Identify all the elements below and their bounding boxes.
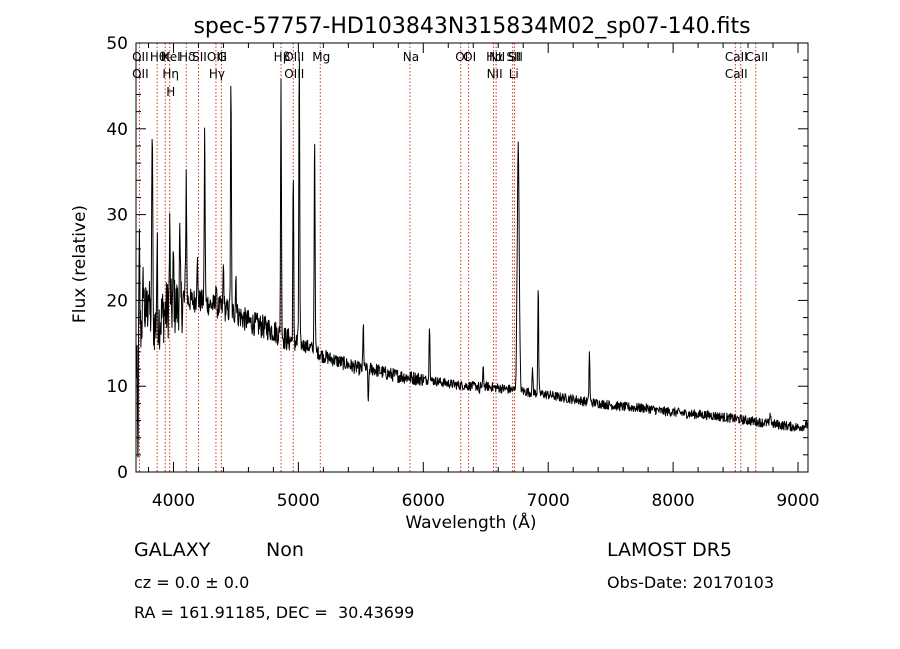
spectral-line-label: Na <box>403 50 419 64</box>
spectral-line-label: G <box>218 50 227 64</box>
spectral-line-label: Hα <box>486 50 503 64</box>
plot-frame <box>135 42 809 473</box>
observation-date: Obs-Date: 20170103 <box>607 573 775 592</box>
spectral-line-label: Hδ <box>179 50 195 64</box>
spectral-line-label: Hθ <box>150 50 166 64</box>
survey-name: LAMOST DR5 <box>607 539 732 561</box>
axis-tick-labels: 4000 5000 6000 7000 8000 9000 0 10 20 30 40 50 <box>106 34 819 511</box>
chart-title: spec-57757-HD103843N315834M02_sp07-140.f… <box>193 14 750 39</box>
y-tick-label: 10 <box>106 377 128 397</box>
spectral-line-label: OII <box>132 50 149 64</box>
spectral-line-label: NII <box>489 50 505 64</box>
x-tick-label: 4000 <box>152 491 195 511</box>
x-tick-label: 9000 <box>776 491 819 511</box>
spectral-line-label: CaII <box>725 67 748 81</box>
sky-coordinates: RA = 161.91185, DEC = 30.43699 <box>134 603 415 622</box>
spectral-line-label: SII <box>508 50 523 64</box>
spectral-line-label: Hβ <box>274 50 291 64</box>
x-tick-label: 6000 <box>402 491 445 511</box>
spectral-line-label: Hη <box>162 67 179 81</box>
x-axis-label: Wavelength (Å) <box>405 511 536 533</box>
y-tick-label: 20 <box>106 291 128 311</box>
y-tick-label: 30 <box>106 206 128 226</box>
spectral-line-label: OIII <box>284 67 304 81</box>
y-tick-label: 40 <box>106 120 128 140</box>
y-axis-label: Flux (relative) <box>70 205 90 323</box>
object-subclass: Non <box>266 539 304 561</box>
spectral-line-label: HeI <box>161 50 181 64</box>
spectrum-line <box>135 58 809 458</box>
spectral-line-label: OII <box>132 67 149 81</box>
y-tick-label: 0 <box>117 463 128 483</box>
spectral-line-label: CaII <box>725 50 748 64</box>
spectrum-trace <box>135 58 809 458</box>
spectral-line-label: H <box>166 85 175 99</box>
spectral-line-label: OIII <box>284 50 304 64</box>
axis-ticks <box>136 42 808 473</box>
x-tick-label: 5000 <box>277 491 320 511</box>
spectral-line-label: OIII <box>207 50 227 64</box>
spectral-line-label: SII <box>506 50 521 64</box>
x-tick-label: 7000 <box>527 491 570 511</box>
object-class: GALAXY <box>134 539 211 561</box>
spectral-line-label: Li <box>509 67 519 81</box>
spectral-line-label: OI <box>463 50 476 64</box>
spectral-line-label: SII <box>192 50 207 64</box>
spectral-line-label: Hγ <box>209 67 225 81</box>
x-tick-label: 8000 <box>651 491 694 511</box>
spectral-line-label: Mg <box>312 50 330 64</box>
spectral-line-label: K <box>162 50 171 64</box>
redshift-readout: cz = 0.0 ± 0.0 <box>134 573 250 592</box>
spectral-line-label: NII <box>487 67 503 81</box>
y-tick-label: 50 <box>106 34 128 54</box>
spectral-line-label: OI <box>455 50 468 64</box>
spectral-line-label: CaII <box>745 50 768 64</box>
